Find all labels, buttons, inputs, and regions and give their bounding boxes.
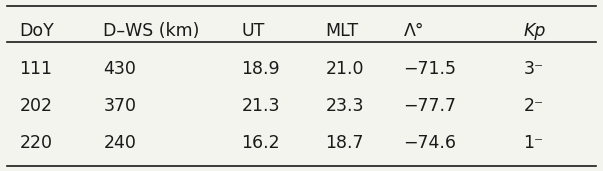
Text: 3⁻: 3⁻ [523,60,544,78]
Text: 220: 220 [19,134,52,152]
Text: 240: 240 [104,134,136,152]
Text: 1⁻: 1⁻ [523,134,544,152]
Text: 16.2: 16.2 [241,134,280,152]
Text: 21.0: 21.0 [326,60,364,78]
Text: 2⁻: 2⁻ [523,97,544,115]
Text: 18.9: 18.9 [241,60,280,78]
Text: D–WS (km): D–WS (km) [104,22,200,40]
Text: MLT: MLT [326,22,359,40]
Text: Kp: Kp [523,22,546,40]
Text: −77.7: −77.7 [403,97,456,115]
Text: Λ°: Λ° [403,22,424,40]
Text: −71.5: −71.5 [403,60,456,78]
Text: 430: 430 [104,60,136,78]
Text: 21.3: 21.3 [241,97,280,115]
Text: −74.6: −74.6 [403,134,456,152]
Text: 370: 370 [104,97,136,115]
Text: 23.3: 23.3 [326,97,364,115]
Text: 202: 202 [19,97,52,115]
Text: UT: UT [241,22,265,40]
Text: 111: 111 [19,60,52,78]
Text: DoY: DoY [19,22,54,40]
Text: 18.7: 18.7 [326,134,364,152]
